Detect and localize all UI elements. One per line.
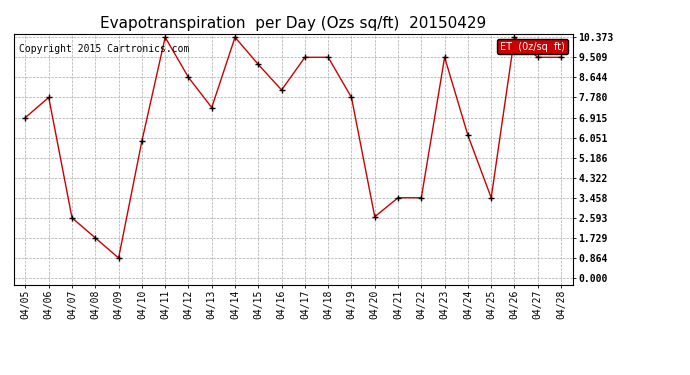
Legend: ET  (0z/sq  ft): ET (0z/sq ft) — [497, 39, 568, 54]
Title: Evapotranspiration  per Day (Ozs sq/ft)  20150429: Evapotranspiration per Day (Ozs sq/ft) 2… — [100, 16, 486, 31]
Text: Copyright 2015 Cartronics.com: Copyright 2015 Cartronics.com — [19, 44, 190, 54]
